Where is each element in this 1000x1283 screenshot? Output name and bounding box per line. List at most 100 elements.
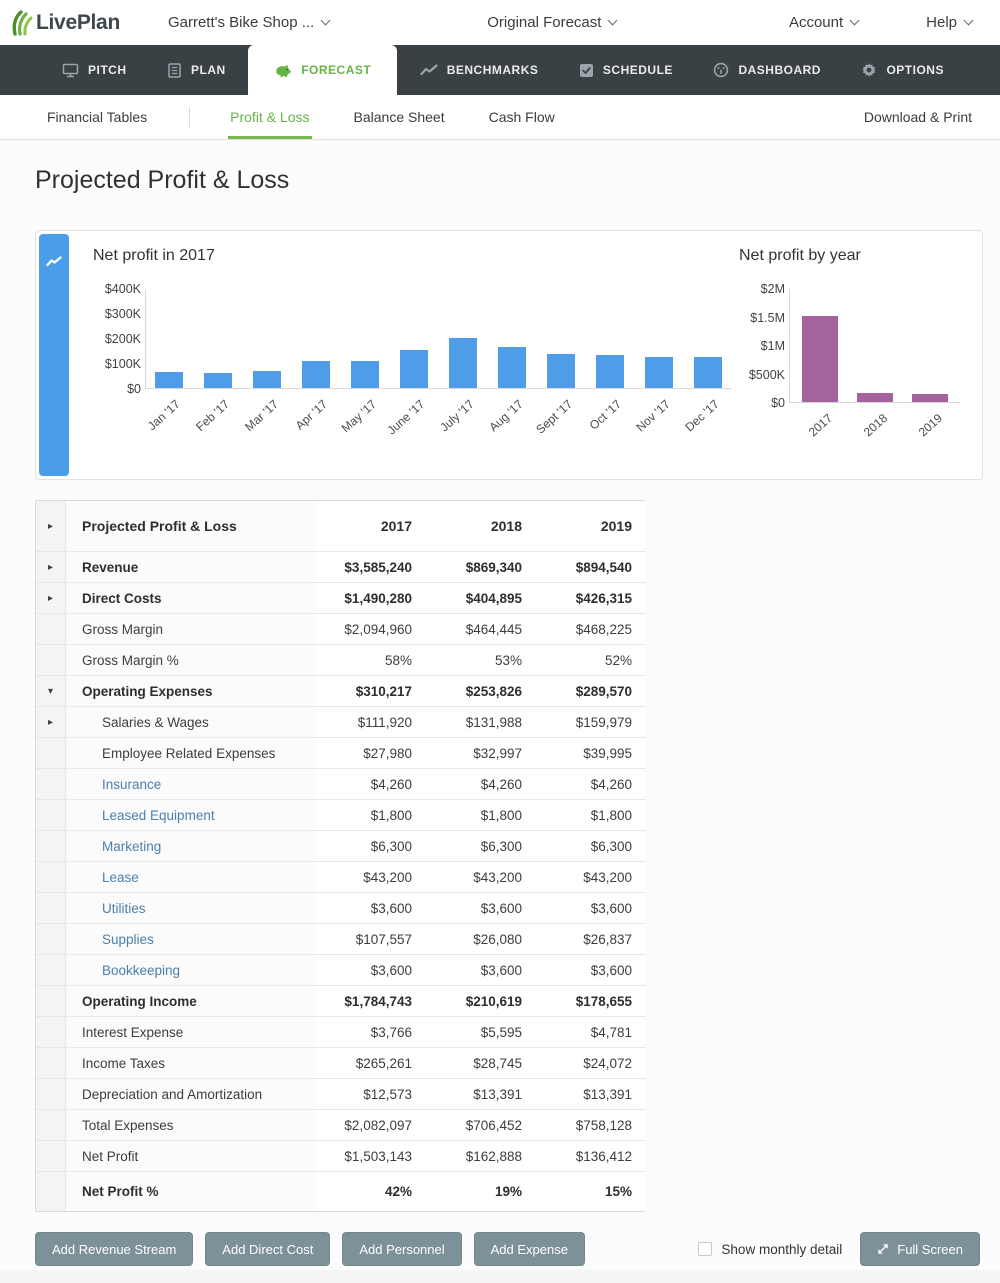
cell-value: $426,315 bbox=[536, 583, 646, 613]
bar-slot: Apr '17 bbox=[292, 289, 330, 433]
table-row-interest-expense: Interest Expense $3,766 $5,595 $4,781 bbox=[36, 1016, 646, 1047]
row-gutter bbox=[36, 800, 66, 830]
cell-value: 42% bbox=[316, 1172, 426, 1211]
table-row-depreciation-and-amortization: Depreciation and Amortization $12,573 $13,… bbox=[36, 1078, 646, 1109]
cell-value: 15% bbox=[536, 1172, 646, 1211]
cell-value: $4,260 bbox=[316, 769, 426, 799]
row-label-insurance[interactable]: Insurance bbox=[66, 769, 316, 799]
cell-value: $111,920 bbox=[316, 707, 426, 737]
row-label-marketing[interactable]: Marketing bbox=[66, 831, 316, 861]
nav-tab-options[interactable]: OPTIONS bbox=[843, 45, 962, 95]
x-axis-label: July '17 bbox=[437, 397, 477, 435]
row-gutter bbox=[36, 831, 66, 861]
cell-value: $6,300 bbox=[316, 831, 426, 861]
checkbox-check-icon bbox=[579, 63, 594, 78]
cell-value: $210,619 bbox=[426, 986, 536, 1016]
y-axis-label: $1.5M bbox=[750, 310, 785, 325]
help-menu[interactable]: Help bbox=[926, 14, 974, 31]
year-column-header: 2019 bbox=[536, 501, 646, 551]
add-expense-button[interactable]: Add Expense bbox=[473, 1232, 585, 1266]
row-gutter bbox=[36, 924, 66, 954]
expand-arrow[interactable]: ▸ bbox=[36, 707, 66, 737]
cell-value: $1,784,743 bbox=[316, 986, 426, 1016]
cell-value: 19% bbox=[426, 1172, 536, 1211]
forecast-subnav: Financial Tables Profit & Loss Balance She… bbox=[0, 95, 1000, 140]
expand-arrow[interactable]: ▸ bbox=[36, 552, 66, 582]
nav-tab-dashboard[interactable]: DASHBOARD bbox=[695, 45, 839, 95]
cell-value: $43,200 bbox=[426, 862, 536, 892]
subnav-tab-financial-tables[interactable]: Financial Tables bbox=[47, 109, 148, 125]
forecast-menu[interactable]: Original Forecast bbox=[487, 14, 618, 31]
cell-value: $3,600 bbox=[316, 893, 426, 923]
company-menu[interactable]: Garrett's Bike Shop ... bbox=[168, 14, 331, 31]
expand-arrow[interactable]: ▸ bbox=[36, 501, 66, 551]
add-direct-cost-button[interactable]: Add Direct Cost bbox=[205, 1232, 331, 1266]
cell-value: $26,837 bbox=[536, 924, 646, 954]
subnav-tab-balance-sheet[interactable]: Balance Sheet bbox=[353, 109, 445, 125]
add-revenue-stream-button[interactable]: Add Revenue Stream bbox=[35, 1232, 194, 1266]
row-gutter bbox=[36, 1172, 66, 1211]
plot-area: Jan '17 Feb '17 Mar '17 Apr '17 May '17 June … bbox=[145, 289, 731, 438]
cell-value: $289,570 bbox=[536, 676, 646, 706]
nav-tab-forecast[interactable]: FORECAST bbox=[248, 45, 398, 95]
cell-value: $131,988 bbox=[426, 707, 536, 737]
table-row-total-expenses: Total Expenses $2,082,097 $706,452 $758,128 bbox=[36, 1109, 646, 1140]
table-row-operating-income: Operating Income $1,784,743 $210,619 $178,6… bbox=[36, 985, 646, 1016]
row-label-utilities[interactable]: Utilities bbox=[66, 893, 316, 923]
nav-tab-label: DASHBOARD bbox=[738, 63, 821, 77]
cell-value: $1,800 bbox=[536, 800, 646, 830]
nav-tab-schedule[interactable]: SCHEDULE bbox=[561, 45, 691, 95]
show-monthly-detail-checkbox[interactable] bbox=[698, 1242, 713, 1256]
bar-slot: Mar '17 bbox=[242, 289, 281, 434]
table-actions-bar: Add Revenue Stream Add Direct Cost Add P… bbox=[35, 1232, 980, 1266]
bar-slot: Dec '17 bbox=[682, 289, 722, 434]
cell-value: $4,260 bbox=[536, 769, 646, 799]
row-label-net-profit: Net Profit bbox=[66, 1141, 316, 1171]
subnav-tab-cash-flow[interactable]: Cash Flow bbox=[488, 109, 555, 125]
row-label-interest-expense: Interest Expense bbox=[66, 1017, 316, 1047]
full-screen-button[interactable]: Full Screen bbox=[860, 1232, 980, 1266]
row-label-leased-equipment[interactable]: Leased Equipment bbox=[66, 800, 316, 830]
cell-value: $13,391 bbox=[426, 1079, 536, 1109]
account-menu[interactable]: Account bbox=[789, 14, 860, 31]
cell-value: $404,895 bbox=[426, 583, 536, 613]
table-row-supplies: Supplies $107,557 $26,080 $26,837 bbox=[36, 923, 646, 954]
y-axis-label: $300K bbox=[104, 307, 141, 321]
cell-value: $1,503,143 bbox=[316, 1141, 426, 1171]
table-row-income-taxes: Income Taxes $265,261 $28,745 $24,072 bbox=[36, 1047, 646, 1078]
cell-value: 52% bbox=[536, 645, 646, 675]
nav-tab-plan[interactable]: PLAN bbox=[149, 45, 244, 95]
nav-tab-pitch[interactable]: PITCH bbox=[44, 45, 145, 95]
cell-value: $2,082,097 bbox=[316, 1110, 426, 1140]
row-label-lease[interactable]: Lease bbox=[66, 862, 316, 892]
x-axis-label: Oct '17 bbox=[586, 397, 624, 433]
row-label-projected-profit-loss: Projected Profit & Loss bbox=[66, 501, 316, 551]
table-row-insurance: Insurance $4,260 $4,260 $4,260 bbox=[36, 768, 646, 799]
trend-line-icon bbox=[420, 64, 438, 76]
add-personnel-button[interactable]: Add Personnel bbox=[342, 1232, 462, 1266]
liveplan-logo[interactable]: LivePlan bbox=[10, 9, 120, 36]
cell-value: $39,995 bbox=[536, 738, 646, 768]
nav-tab-label: PLAN bbox=[191, 63, 226, 77]
row-gutter bbox=[36, 1017, 66, 1047]
y-axis-label: $200K bbox=[104, 332, 141, 346]
subnav-tab-profit-loss[interactable]: Profit & Loss bbox=[228, 95, 312, 139]
cell-value: $3,600 bbox=[426, 893, 536, 923]
expand-arrow[interactable]: ▸ bbox=[36, 583, 66, 613]
cell-value: $6,300 bbox=[426, 831, 536, 861]
nav-tab-benchmarks[interactable]: BENCHMARKS bbox=[402, 45, 557, 95]
expand-arrow[interactable]: ▾ bbox=[36, 676, 66, 706]
cell-value: $107,557 bbox=[316, 924, 426, 954]
x-axis-label: Aug '17 bbox=[486, 397, 526, 435]
row-gutter bbox=[36, 769, 66, 799]
download-print-link[interactable]: Download & Print bbox=[864, 95, 972, 139]
row-label-income-taxes: Income Taxes bbox=[66, 1048, 316, 1078]
bar-slot: 2019 bbox=[912, 289, 948, 439]
row-label-bookkeeping[interactable]: Bookkeeping bbox=[66, 955, 316, 985]
row-label-supplies[interactable]: Supplies bbox=[66, 924, 316, 954]
row-gutter bbox=[36, 645, 66, 675]
x-axis-label: Dec '17 bbox=[682, 397, 722, 435]
chart-title: Net profit by year bbox=[739, 247, 861, 264]
chevron-down-icon bbox=[963, 15, 974, 26]
row-label-operating-expenses: Operating Expenses bbox=[66, 676, 316, 706]
